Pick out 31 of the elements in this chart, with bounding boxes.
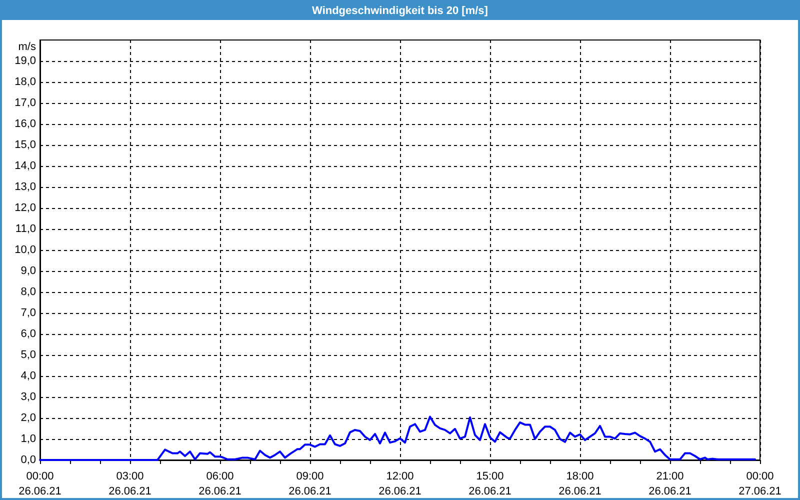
y-tick-label: 13,0 <box>14 181 36 193</box>
y-tick-label: 15,0 <box>14 139 36 151</box>
x-tick-label: 03:00 26.06.21 <box>108 470 152 498</box>
x-tick-label: 09:00 26.06.21 <box>288 470 332 498</box>
x-tick-label: 21:00 26.06.21 <box>648 470 692 498</box>
y-tick-label: 4,0 <box>20 370 36 382</box>
y-tick-label: 5,0 <box>20 349 36 361</box>
y-tick-label: 7,0 <box>20 307 36 319</box>
y-tick-label: 0,0 <box>20 454 36 466</box>
y-tick-label: 19,0 <box>14 55 36 67</box>
y-tick-label: 9,0 <box>20 265 36 277</box>
y-tick-label: 2,0 <box>20 412 36 424</box>
chart-title: Windgeschwindigkeit bis 20 [m/s] <box>312 5 488 17</box>
y-tick-label: 14,0 <box>14 160 36 172</box>
y-tick-label: 6,0 <box>20 328 36 340</box>
x-tick-label: 06:00 26.06.21 <box>198 470 242 498</box>
y-tick-label: 11,0 <box>15 223 36 235</box>
y-tick-label: 17,0 <box>14 97 36 109</box>
y-tick-label: 12,0 <box>14 202 36 214</box>
x-tick-label: 15:00 26.06.21 <box>468 470 512 498</box>
y-tick-label: 16,0 <box>14 118 36 130</box>
y-tick-label: 1,0 <box>20 433 36 445</box>
y-tick-label: 8,0 <box>20 286 36 298</box>
y-tick-label: 10,0 <box>14 244 36 256</box>
x-tick-label: 00:00 27.06.21 <box>738 470 782 498</box>
x-tick-label: 18:00 26.06.21 <box>558 470 602 498</box>
y-tick-label: 18,0 <box>14 76 36 88</box>
y-tick-label: 3,0 <box>20 391 36 403</box>
x-tick-label: 00:00 26.06.21 <box>18 470 62 498</box>
y-axis-title: m/s <box>18 41 36 53</box>
x-tick-label: 12:00 26.06.21 <box>378 470 422 498</box>
